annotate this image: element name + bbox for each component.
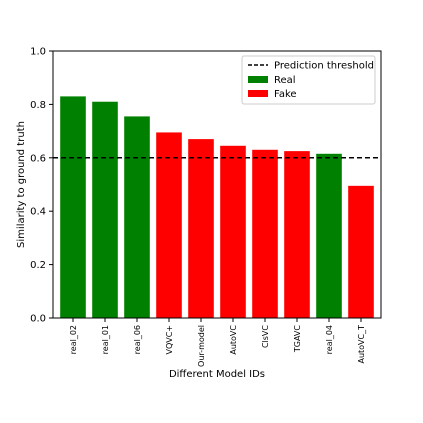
x-tick-label: VQVC+ — [165, 325, 174, 355]
legend-threshold-label: Prediction threshold — [274, 61, 374, 72]
y-tick-label: 1.0 — [30, 47, 46, 58]
x-tick-label: real_04 — [325, 325, 334, 354]
legend-box — [241, 55, 376, 105]
x-tick-label: TGAVC — [293, 325, 302, 354]
bar-ClsVC — [252, 149, 278, 318]
x-tick-label: real_02 — [69, 325, 78, 354]
x-tick-label: Our-model — [197, 325, 206, 367]
legend: Prediction threshold Real Fake — [241, 55, 376, 105]
x-tick-label: real_06 — [133, 325, 142, 354]
bar-VQVC+ — [156, 132, 182, 318]
y-tick-label: 0.6 — [30, 153, 46, 164]
legend-real-label: Real — [274, 75, 296, 86]
bar-real_01 — [92, 101, 118, 318]
plot-frame — [52, 50, 382, 319]
bar-real_04 — [316, 153, 342, 318]
bar-real_02 — [60, 96, 86, 318]
x-axis: real_02 real_01 real_06 VQVC+ Our-model AutoV… — [69, 318, 366, 367]
bar-TGAVC — [284, 151, 310, 318]
bar-AutoVC — [220, 145, 246, 318]
y-tick-label: 0.4 — [30, 207, 46, 218]
bars-group — [60, 96, 374, 318]
y-axis-label: Similarity to ground truth — [16, 121, 27, 248]
y-tick-label: 0.0 — [30, 314, 46, 325]
bar-real_06 — [124, 116, 150, 318]
bar-AutoVC_T — [348, 185, 374, 318]
y-axis: 0.0 0.2 0.4 0.6 0.8 1.0 — [30, 47, 53, 325]
y-tick-label: 0.8 — [30, 100, 46, 111]
y-tick-label: 0.2 — [30, 260, 46, 271]
bar-Our-model — [188, 139, 214, 318]
legend-fake-label: Fake — [274, 89, 297, 100]
legend-real-swatch — [248, 76, 268, 83]
legend-fake-swatch — [248, 90, 268, 97]
x-tick-label: AutoVC_T — [357, 325, 366, 364]
x-tick-label: ClsVC — [261, 325, 270, 348]
x-tick-label: AutoVC — [229, 325, 238, 355]
x-tick-label: real_01 — [101, 325, 110, 354]
x-axis-label: Different Model IDs — [169, 369, 265, 380]
